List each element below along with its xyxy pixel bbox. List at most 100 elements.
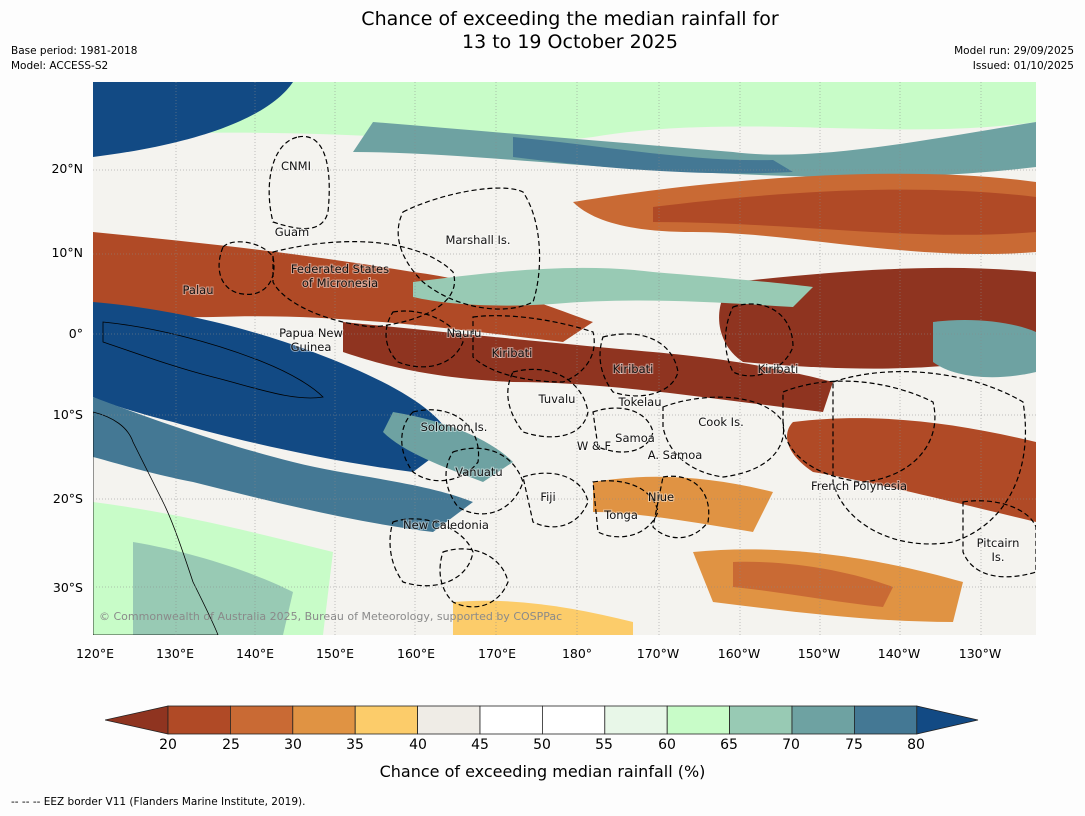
title-line-2: 13 to 19 October 2025 [462, 31, 678, 53]
label-niue: Niue [648, 490, 674, 504]
very-wet-png [93, 302, 453, 472]
lon-label-160w: 160°W [717, 646, 761, 661]
label-fiji: Fiji [540, 490, 555, 504]
model-name: Model: ACCESS-S2 [11, 60, 109, 72]
legend-swatch [854, 705, 918, 735]
label-marshall-is: Marshall Is. [445, 233, 510, 247]
eez-borders [218, 135, 1036, 608]
chart-title: Chance of exceeding the median rainfall … [0, 8, 1085, 54]
label-solomon-is: Solomon Is. [421, 420, 488, 434]
wet-band-20n [353, 122, 1036, 177]
map-gridlines [93, 82, 1036, 635]
copyright-notice: © Commonwealth of Australia 2025, Bureau… [99, 610, 562, 623]
label-png-line2: Guinea [291, 340, 332, 354]
legend-tick-75: 75 [845, 737, 863, 753]
lat-label-10n: 10°N [51, 245, 83, 260]
rainfall-map: CNMI Guam Marshall Is. Federated States … [93, 82, 1036, 635]
label-pitcairn-line1: Pitcairn [977, 536, 1020, 550]
lon-label-160e: 160°E [396, 646, 436, 661]
legend-tick-55: 55 [595, 737, 613, 753]
wet-strip-5n [413, 267, 813, 307]
very-wet-nw [93, 82, 293, 157]
legend-tick-40: 40 [409, 737, 427, 753]
lon-label-120e: 120°E [75, 646, 115, 661]
label-nauru: Nauru [447, 326, 482, 340]
dry-core-15n [653, 189, 1036, 235]
lon-label-150e: 150°E [315, 646, 355, 661]
legend-swatch [541, 705, 606, 735]
label-kiribati-west: Kiribati [492, 346, 533, 360]
lat-label-20n: 20°N [51, 161, 83, 176]
wet-band-north [93, 82, 1036, 142]
label-fsm-line2: of Micronesia [302, 276, 378, 290]
legend-tick-30: 30 [284, 737, 302, 753]
meta-right: Model run: 29/09/2025 Issued: 01/10/2025 [954, 44, 1074, 74]
legend-arrow-low [105, 705, 169, 735]
lat-label-equator: 0° [68, 326, 83, 341]
legend-swatch [417, 705, 481, 735]
label-french-polynesia: French Polynesia [811, 479, 907, 493]
legend-tick-20: 20 [159, 737, 177, 753]
map-canvas: CNMI Guam Marshall Is. Federated States … [93, 82, 1036, 635]
lon-label-140e: 140°E [235, 646, 275, 661]
wet-band-coral-sea [93, 397, 473, 532]
lon-label-180: 180° [561, 646, 593, 661]
legend-arrow-high [916, 705, 979, 735]
label-cook-is: Cook Is. [698, 415, 743, 429]
lon-label-150w: 150°W [797, 646, 841, 661]
lat-label-20s: 20°S [52, 491, 83, 506]
legend-tick-35: 35 [346, 737, 364, 753]
lon-label-170w: 170°W [636, 646, 680, 661]
label-kiribati-central: Kiribati [613, 362, 654, 376]
legend-tick-45: 45 [471, 737, 489, 753]
label-png-line1: Papua New [279, 326, 343, 340]
label-cnmi: CNMI [281, 159, 311, 173]
legend-tick-70: 70 [782, 737, 800, 753]
legend-swatch [604, 705, 668, 735]
wet-patch-east [933, 320, 1036, 378]
lon-label-170e: 170°E [477, 646, 517, 661]
label-wallis-futuna: W & F [577, 439, 611, 453]
legend-swatch [354, 705, 418, 735]
meta-left: Base period: 1981-2018 Model: ACCESS-S2 [11, 44, 137, 74]
label-pitcairn-line2: Is. [991, 550, 1004, 564]
legend-tick-50: 50 [533, 737, 551, 753]
wet-patch-solomon [383, 412, 513, 482]
label-tuvalu: Tuvalu [538, 392, 576, 406]
dry-band-palau [93, 232, 593, 342]
legend-label: Chance of exceeding median rainfall (%) [379, 762, 706, 781]
legend-swatch [167, 705, 231, 735]
dry-band-equator [343, 322, 833, 412]
eez-footnote: -- -- -- EEZ border V11 (Flanders Marine… [11, 796, 306, 808]
label-fsm-line1: Federated States [291, 262, 389, 276]
wetter-core-20n [513, 137, 793, 174]
legend-swatch [230, 705, 294, 735]
australia-coastline [93, 411, 219, 635]
dry-core-south [733, 561, 893, 607]
dry-patch-tonga [593, 476, 773, 532]
lon-label-130e: 130°E [155, 646, 195, 661]
legend-colorbar [105, 705, 979, 735]
label-kiribati-east: Kiribati [758, 362, 799, 376]
issued-date: Issued: 01/10/2025 [972, 60, 1074, 72]
label-guam: Guam [275, 225, 309, 239]
title-line-1: Chance of exceeding the median rainfall … [361, 8, 779, 30]
legend-tick-65: 65 [720, 737, 738, 753]
legend-swatch [479, 705, 543, 735]
lat-label-10s: 10°S [52, 407, 83, 422]
legend-swatch [729, 705, 793, 735]
wet-core-australia [133, 542, 293, 635]
label-new-caledonia: New Caledonia [403, 518, 489, 532]
model-run: Model run: 29/09/2025 [954, 45, 1074, 57]
base-period: Base period: 1981-2018 [11, 45, 138, 57]
dry-band-southeast [787, 418, 1036, 522]
legend-swatch [791, 705, 855, 735]
label-american-samoa: A. Samoa [648, 448, 703, 462]
lat-label-30s: 30°S [52, 580, 83, 595]
new-guinea-coastline [102, 321, 324, 399]
legend-tick-80: 80 [907, 737, 925, 753]
label-tokelau: Tokelau [618, 395, 662, 409]
legend-tick-60: 60 [658, 737, 676, 753]
legend-swatch [666, 705, 731, 735]
label-palau: Palau [183, 283, 214, 297]
